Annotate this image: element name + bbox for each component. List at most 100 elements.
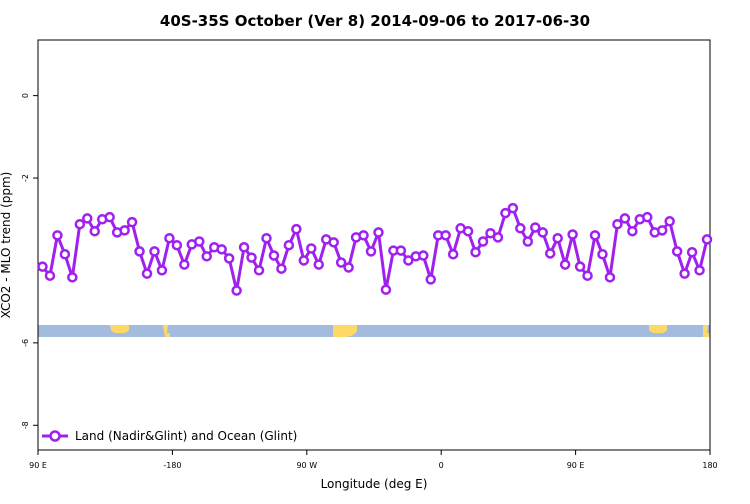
data-point bbox=[462, 225, 474, 237]
data-point bbox=[37, 261, 48, 272]
ocean-band bbox=[38, 325, 710, 337]
y-axis-label: XCO2 - MLO trend (ppm) bbox=[0, 172, 13, 319]
chart-title: 40S-35S October (Ver 8) 2014-09-06 to 20… bbox=[160, 12, 590, 30]
plot-frame bbox=[37, 39, 711, 451]
data-point bbox=[194, 236, 205, 247]
data-point bbox=[335, 257, 347, 268]
data-point bbox=[231, 285, 242, 296]
data-point bbox=[343, 262, 354, 273]
data-point bbox=[679, 268, 690, 279]
data-point bbox=[253, 265, 265, 276]
data-point bbox=[141, 268, 153, 279]
data-point bbox=[306, 243, 317, 254]
x-tick-label: 90 E bbox=[29, 461, 47, 470]
data-point bbox=[328, 237, 339, 248]
data-point bbox=[530, 222, 541, 233]
data-point bbox=[171, 239, 183, 251]
data-point bbox=[395, 245, 407, 256]
data-point bbox=[447, 249, 459, 260]
data-point bbox=[313, 259, 324, 270]
data-point bbox=[59, 249, 71, 260]
x-tick-label: 90 E bbox=[567, 461, 585, 470]
data-point bbox=[156, 265, 168, 276]
data-point bbox=[627, 225, 638, 237]
x-tick-label: 90 W bbox=[296, 461, 317, 470]
x-axis-label: Longitude (deg E) bbox=[321, 477, 428, 491]
data-point bbox=[597, 249, 608, 260]
data-point bbox=[365, 246, 377, 257]
data-point bbox=[619, 213, 631, 224]
data-point bbox=[358, 230, 369, 241]
x-tick-label: -180 bbox=[163, 461, 181, 470]
data-point bbox=[403, 255, 414, 266]
data-point bbox=[612, 218, 623, 230]
data-point bbox=[82, 213, 93, 224]
data-point bbox=[216, 244, 227, 255]
data-point bbox=[44, 270, 56, 281]
data-point bbox=[223, 253, 235, 264]
land-patch bbox=[703, 325, 710, 337]
data-point bbox=[470, 246, 481, 258]
data-point bbox=[664, 216, 675, 227]
data-point bbox=[507, 202, 519, 214]
data-point bbox=[380, 284, 392, 295]
x-tick-label: 0 bbox=[439, 461, 444, 470]
data-point bbox=[373, 227, 384, 238]
data-point bbox=[694, 265, 705, 276]
data-point bbox=[52, 230, 63, 241]
data-point bbox=[567, 229, 578, 240]
x-tick-label: 180 bbox=[702, 461, 717, 470]
data-point bbox=[149, 246, 160, 257]
data-point bbox=[67, 272, 78, 283]
data-point bbox=[261, 232, 272, 244]
data-point bbox=[246, 252, 257, 263]
data-point bbox=[276, 263, 287, 274]
land-patch bbox=[163, 325, 170, 337]
data-point bbox=[604, 272, 616, 283]
y-tick-label: -8 bbox=[21, 421, 30, 429]
land-patch bbox=[333, 325, 357, 337]
data-point bbox=[701, 234, 713, 245]
data-point bbox=[642, 211, 653, 223]
data-point bbox=[104, 211, 115, 223]
land-patch bbox=[110, 325, 129, 334]
data-point bbox=[522, 236, 534, 247]
data-point bbox=[126, 216, 138, 228]
data-point bbox=[74, 218, 86, 230]
data-point bbox=[268, 250, 280, 261]
legend-label: Land (Nadir&Glint) and Ocean (Glint) bbox=[75, 429, 297, 443]
data-point bbox=[574, 261, 586, 272]
data-point bbox=[582, 270, 593, 281]
data-point bbox=[89, 225, 100, 237]
legend-marker bbox=[49, 430, 61, 442]
data-point bbox=[298, 255, 310, 266]
y-tick-label: -6 bbox=[21, 339, 30, 347]
data-point bbox=[485, 228, 496, 239]
data-point bbox=[291, 223, 302, 235]
data-point bbox=[537, 227, 548, 238]
data-point bbox=[515, 223, 526, 234]
data-point bbox=[440, 230, 451, 241]
data-point bbox=[134, 246, 145, 257]
data-point bbox=[164, 232, 175, 244]
land-patch bbox=[649, 325, 667, 334]
data-point bbox=[500, 207, 511, 219]
data-point bbox=[477, 236, 489, 247]
data-point bbox=[671, 246, 683, 257]
data-point bbox=[418, 250, 429, 261]
data-point bbox=[119, 225, 130, 236]
y-tick-label: -2 bbox=[21, 174, 30, 182]
legend: Land (Nadir&Glint) and Ocean (Glint) bbox=[42, 429, 297, 443]
data-point bbox=[686, 246, 698, 258]
data-point bbox=[238, 242, 250, 253]
data-point bbox=[552, 232, 563, 244]
data-point bbox=[559, 259, 571, 270]
data-point bbox=[492, 232, 504, 243]
data-point bbox=[544, 248, 556, 259]
data-point bbox=[283, 239, 295, 251]
data-point bbox=[425, 274, 436, 285]
data-point bbox=[201, 251, 212, 262]
data-point bbox=[179, 259, 190, 270]
data-point bbox=[589, 230, 601, 241]
